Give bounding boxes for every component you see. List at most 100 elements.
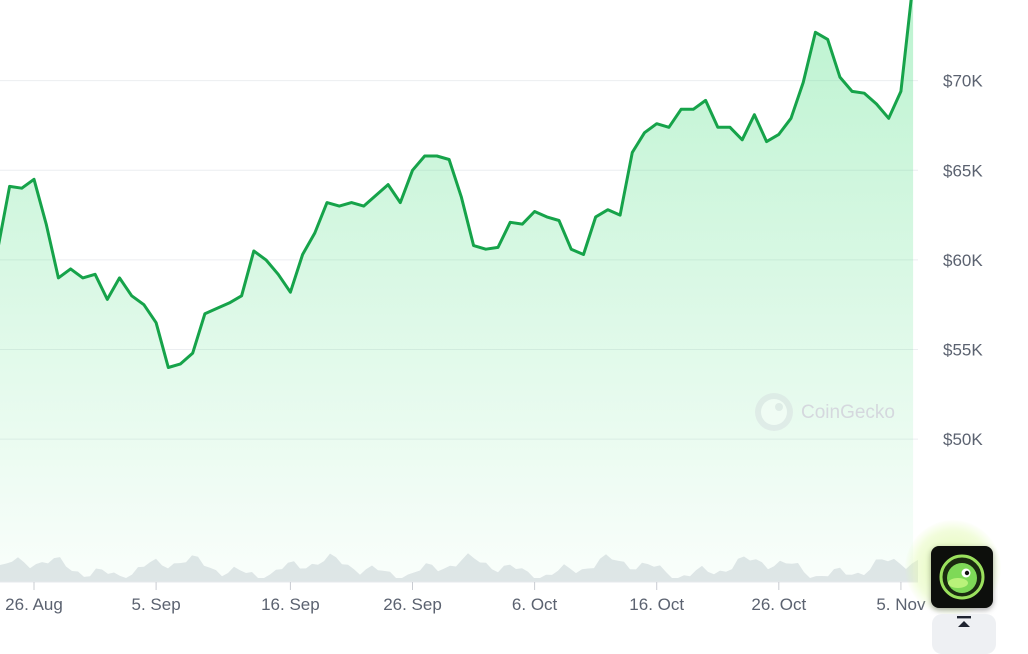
- price-point: [692, 108, 695, 111]
- price-point: [545, 215, 548, 219]
- price-point: [606, 208, 610, 211]
- price-point: [472, 244, 475, 247]
- price-point: [533, 210, 536, 213]
- price-point: [850, 90, 854, 93]
- price-point: [704, 99, 707, 102]
- y-tick-label: $55K: [943, 341, 983, 360]
- x-tick-label: 16. Sep: [261, 595, 320, 614]
- price-point: [643, 131, 646, 134]
- price-point: [618, 213, 622, 217]
- price-point: [362, 204, 365, 208]
- price-point: [484, 248, 487, 251]
- price-point: [93, 273, 97, 276]
- price-point: [167, 366, 170, 369]
- price-point: [435, 154, 439, 158]
- price-point: [142, 303, 146, 306]
- price-point: [264, 258, 268, 262]
- x-tick-label: 5. Sep: [132, 595, 181, 614]
- price-point: [228, 301, 231, 305]
- price-point: [826, 38, 829, 41]
- price-point: [741, 138, 744, 141]
- price-point: [594, 215, 597, 219]
- scroll-to-top-icon: [957, 616, 971, 627]
- price-point: [582, 253, 585, 256]
- x-tick-label: 26. Aug: [5, 595, 63, 614]
- price-point: [386, 183, 390, 186]
- price-point: [460, 196, 463, 199]
- price-area-fill: [0, 0, 914, 582]
- gecko-assistant-button[interactable]: [931, 546, 993, 608]
- price-point: [728, 126, 732, 129]
- price-point: [325, 201, 329, 204]
- price-point: [716, 126, 719, 129]
- x-tick-label: 5. Nov: [876, 595, 926, 614]
- price-point: [887, 117, 890, 120]
- y-tick-label: $70K: [943, 72, 983, 91]
- price-point: [447, 158, 451, 161]
- price-point: [118, 276, 121, 280]
- price-point: [32, 178, 36, 181]
- price-point: [802, 81, 805, 84]
- price-point: [765, 140, 768, 143]
- price-point: [216, 307, 219, 310]
- price-point: [20, 187, 23, 190]
- price-point: [570, 248, 573, 251]
- y-tick-label: $60K: [943, 251, 983, 270]
- price-point: [557, 219, 561, 222]
- price-point: [875, 102, 878, 106]
- price-point: [814, 31, 817, 34]
- price-point: [777, 133, 780, 136]
- scroll-to-top-button[interactable]: [932, 614, 996, 654]
- price-point: [106, 298, 109, 301]
- price-point: [179, 362, 182, 366]
- price-point: [191, 351, 194, 355]
- price-point: [863, 92, 866, 95]
- y-axis: $50K $55K $60K $65K $70K: [943, 72, 983, 450]
- price-point: [423, 154, 426, 158]
- price-point: [631, 151, 634, 154]
- x-tick-label: 26. Sep: [383, 595, 442, 614]
- price-point: [399, 201, 402, 204]
- price-point: [277, 273, 280, 276]
- price-point: [301, 253, 304, 256]
- price-point: [350, 201, 353, 204]
- price-line: [0, 0, 913, 369]
- gecko-logo-icon: [755, 393, 793, 431]
- price-point: [338, 204, 341, 208]
- price-point: [496, 246, 500, 249]
- price-point: [789, 117, 793, 120]
- price-point: [374, 194, 378, 197]
- price-point: [57, 276, 60, 280]
- price-point: [45, 222, 48, 226]
- price-point: [838, 75, 842, 79]
- price-point: [130, 294, 133, 297]
- price-point: [411, 169, 414, 172]
- price-point: [899, 90, 903, 93]
- price-point: [667, 126, 671, 129]
- y-tick-label: $65K: [943, 161, 983, 180]
- x-tick-label: 16. Oct: [629, 595, 684, 614]
- price-point: [289, 291, 292, 294]
- watermark-text: CoinGecko: [801, 402, 895, 423]
- price-point: [753, 113, 756, 116]
- price-point: [8, 185, 11, 188]
- price-point: [240, 294, 243, 297]
- price-point: [521, 222, 524, 226]
- price-point: [655, 122, 658, 125]
- gecko-face-icon: [939, 554, 985, 600]
- price-points: [8, 31, 903, 369]
- x-tick-label: 26. Oct: [751, 595, 806, 614]
- x-axis: 26. Aug 5. Sep 16. Sep 26. Sep 6. Oct 16. Oct…: [5, 582, 926, 614]
- price-point: [69, 267, 72, 271]
- x-tick-label: 6. Oct: [512, 595, 558, 614]
- price-point: [154, 321, 158, 324]
- price-point: [679, 108, 683, 111]
- price-point: [252, 249, 255, 253]
- price-point: [203, 312, 207, 315]
- price-point: [313, 231, 316, 235]
- price-point: [509, 221, 512, 224]
- coingecko-watermark: CoinGecko: [755, 393, 895, 431]
- price-point: [81, 276, 85, 280]
- y-tick-label: $50K: [943, 430, 983, 449]
